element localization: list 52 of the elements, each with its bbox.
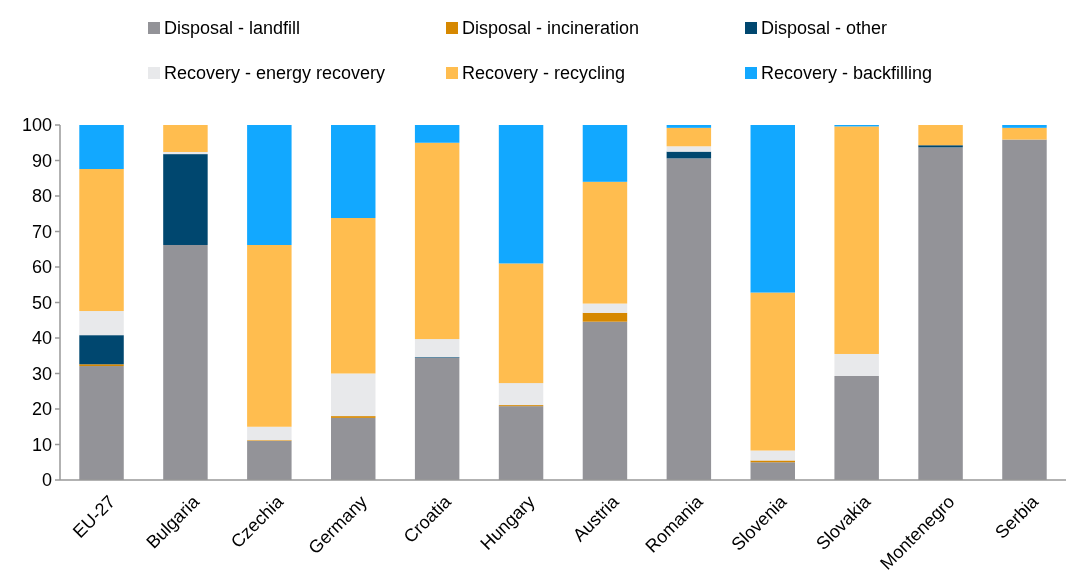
y-tick-label: 80 [31, 186, 52, 207]
y-tick-label: 40 [31, 328, 52, 349]
bar [163, 151, 208, 155]
bar [834, 353, 879, 376]
bar [1002, 125, 1047, 128]
bar [79, 335, 124, 365]
y-tick-label: 90 [31, 150, 52, 171]
legend-label: Recovery - backfilling [761, 63, 933, 84]
bar [79, 311, 124, 336]
bar [834, 126, 879, 354]
bar [247, 426, 292, 441]
y-tick-label: 10 [31, 434, 52, 455]
bar [666, 127, 712, 147]
bar [414, 339, 460, 358]
bar [79, 125, 124, 170]
bar [498, 125, 544, 264]
legend-label: Disposal - other [761, 18, 888, 39]
bar [331, 218, 376, 374]
bar [414, 142, 460, 340]
bar [331, 125, 376, 219]
legend-label: Recovery - energy recovery [164, 63, 386, 84]
legend-label: Disposal - incineration [462, 18, 640, 39]
y-tick-label: 20 [31, 399, 52, 420]
bar [1002, 127, 1047, 140]
y-tick-label: 30 [31, 363, 52, 384]
y-tick-label: 60 [31, 257, 52, 278]
bar [331, 373, 376, 417]
bar [247, 244, 292, 427]
bar [750, 292, 795, 451]
bar [498, 383, 544, 406]
bar [582, 312, 628, 322]
y-tick-label: 100 [21, 115, 52, 136]
legend-label: Recovery - recycling [462, 63, 626, 84]
y-tick-label: 0 [41, 470, 52, 491]
bar [582, 125, 628, 182]
bar [750, 450, 795, 461]
bar [918, 125, 963, 146]
bar [582, 303, 628, 313]
bar [918, 145, 963, 148]
bar [163, 154, 208, 245]
legend-label: Disposal - landfill [164, 18, 301, 39]
y-tick-label: 50 [31, 292, 52, 313]
bar [414, 125, 460, 143]
bar [79, 169, 124, 312]
bar [666, 146, 712, 152]
bar [498, 263, 544, 384]
y-tick-label: 70 [31, 221, 52, 242]
bar [750, 125, 795, 293]
bar [247, 125, 292, 245]
bar [163, 125, 208, 152]
bar [582, 181, 628, 304]
bar [666, 125, 712, 128]
